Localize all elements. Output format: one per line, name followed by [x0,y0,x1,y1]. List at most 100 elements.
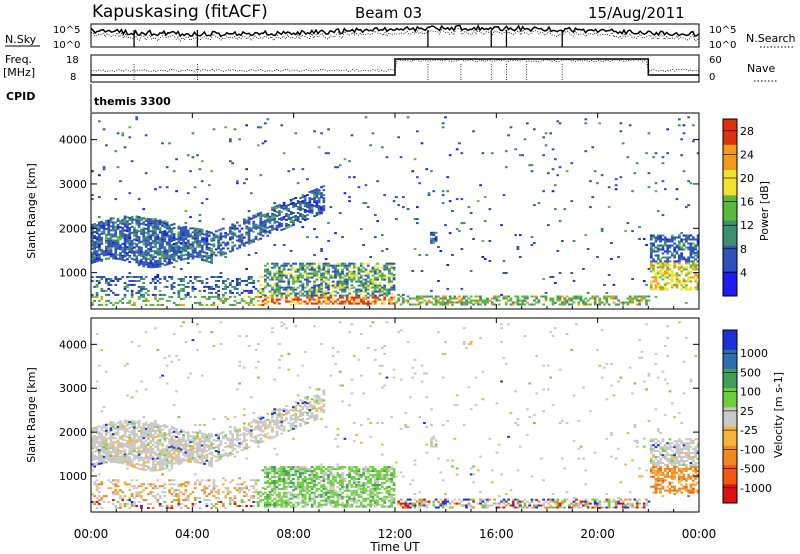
heatmap-cell [460,301,464,304]
heatmap-cell [149,244,153,247]
heatmap-cell [205,495,209,498]
heatmap-cell [563,208,567,211]
heatmap-cell [91,447,94,450]
heatmap-cell [362,278,365,281]
heatmap-cell [680,232,683,235]
heatmap-cell [243,289,246,292]
heatmap-cell [696,274,700,277]
heatmap-cell [675,252,679,255]
heatmap-cell [268,294,272,297]
heatmap-cell [100,260,104,262]
heatmap-cell [682,238,686,241]
heatmap-cell [343,284,347,287]
heatmap-cell [278,284,281,287]
heatmap-cell [98,431,101,434]
heatmap-cell [366,206,370,209]
heatmap-cell [696,264,700,267]
heatmap-cell [231,449,234,452]
heatmap-cell [214,248,218,251]
heatmap-cell [156,303,160,306]
heatmap-cell [158,241,162,244]
heatmap-cell [392,262,396,265]
heatmap-cell [341,282,344,285]
heatmap-cell [563,299,567,302]
heatmap-cell [109,439,113,442]
heatmap-cell [254,481,258,484]
heatmap-cell [219,236,223,239]
heatmap-cell [264,505,267,508]
heatmap-cell [168,442,171,445]
heatmap-cell [273,274,277,277]
heatmap-cell [130,429,134,432]
heatmap-cell [184,243,188,246]
heatmap-cell [154,465,157,468]
heatmap-cell [142,231,146,234]
heatmap-cell [692,124,695,127]
heatmap-cell [670,272,674,275]
heatmap-cell [322,207,326,210]
heatmap-cell [250,241,253,244]
heatmap-cell [98,433,101,436]
heatmap-cell [116,481,120,484]
heatmap-cell [135,466,139,469]
heatmap-cell [156,501,160,503]
heatmap-cell [381,286,384,289]
heatmap-cell [322,201,326,204]
heatmap-cell [184,233,188,236]
heatmap-cell [105,221,108,224]
heatmap-cell [177,499,181,502]
heatmap-cell [222,491,225,494]
heatmap-cell [511,301,515,304]
heatmap-cell [144,431,148,434]
heatmap-cell [605,301,609,304]
heatmap-cell [685,238,688,241]
heatmap-cell [177,503,181,505]
heatmap-cell [381,300,384,303]
heatmap-cell [259,429,263,432]
heatmap-cell [425,295,429,298]
heatmap-cell [687,280,690,283]
heatmap-cell [352,298,356,301]
heatmap-cell [107,457,111,460]
heatmap-cell [483,301,487,304]
heatmap-cell [329,274,333,277]
heatmap-cell [156,424,160,426]
heatmap-cell [598,301,602,304]
heatmap-cell [98,276,101,278]
heatmap-cell [142,433,146,436]
heatmap-cell [156,249,160,252]
heatmap-cell [561,240,564,242]
heatmap-cell [161,434,164,437]
heatmap-cell [313,254,316,256]
heatmap-cell [542,136,545,139]
heatmap-cell [133,246,136,249]
heatmap-cell [292,266,295,269]
heatmap-cell [198,228,202,231]
heatmap-cell [680,238,683,241]
heatmap-cell [544,299,548,302]
heatmap-cell [402,196,405,199]
heatmap-cell [575,295,578,298]
heatmap-cell [196,455,199,458]
heatmap-cell [161,452,164,455]
heatmap-cell [430,289,433,292]
heatmap-cell [196,245,199,248]
heatmap-cell [123,455,127,457]
heatmap-cell [196,235,199,238]
heatmap-cell [364,268,368,271]
heatmap-cell [168,228,171,231]
heatmap-cell [172,462,176,465]
heatmap-cell [418,254,422,256]
heatmap-cell [243,414,246,417]
heatmap-cell [476,295,480,298]
heatmap-cell [369,280,372,283]
heatmap-cell [184,497,188,500]
heatmap-cell [149,234,153,237]
heatmap-cell [558,295,562,298]
heatmap-cell [168,462,171,465]
heatmap-cell [526,295,529,298]
heatmap-cell [231,435,234,438]
heatmap-cell [254,235,258,238]
heatmap-cell [336,282,340,285]
heatmap-cell [551,303,555,306]
